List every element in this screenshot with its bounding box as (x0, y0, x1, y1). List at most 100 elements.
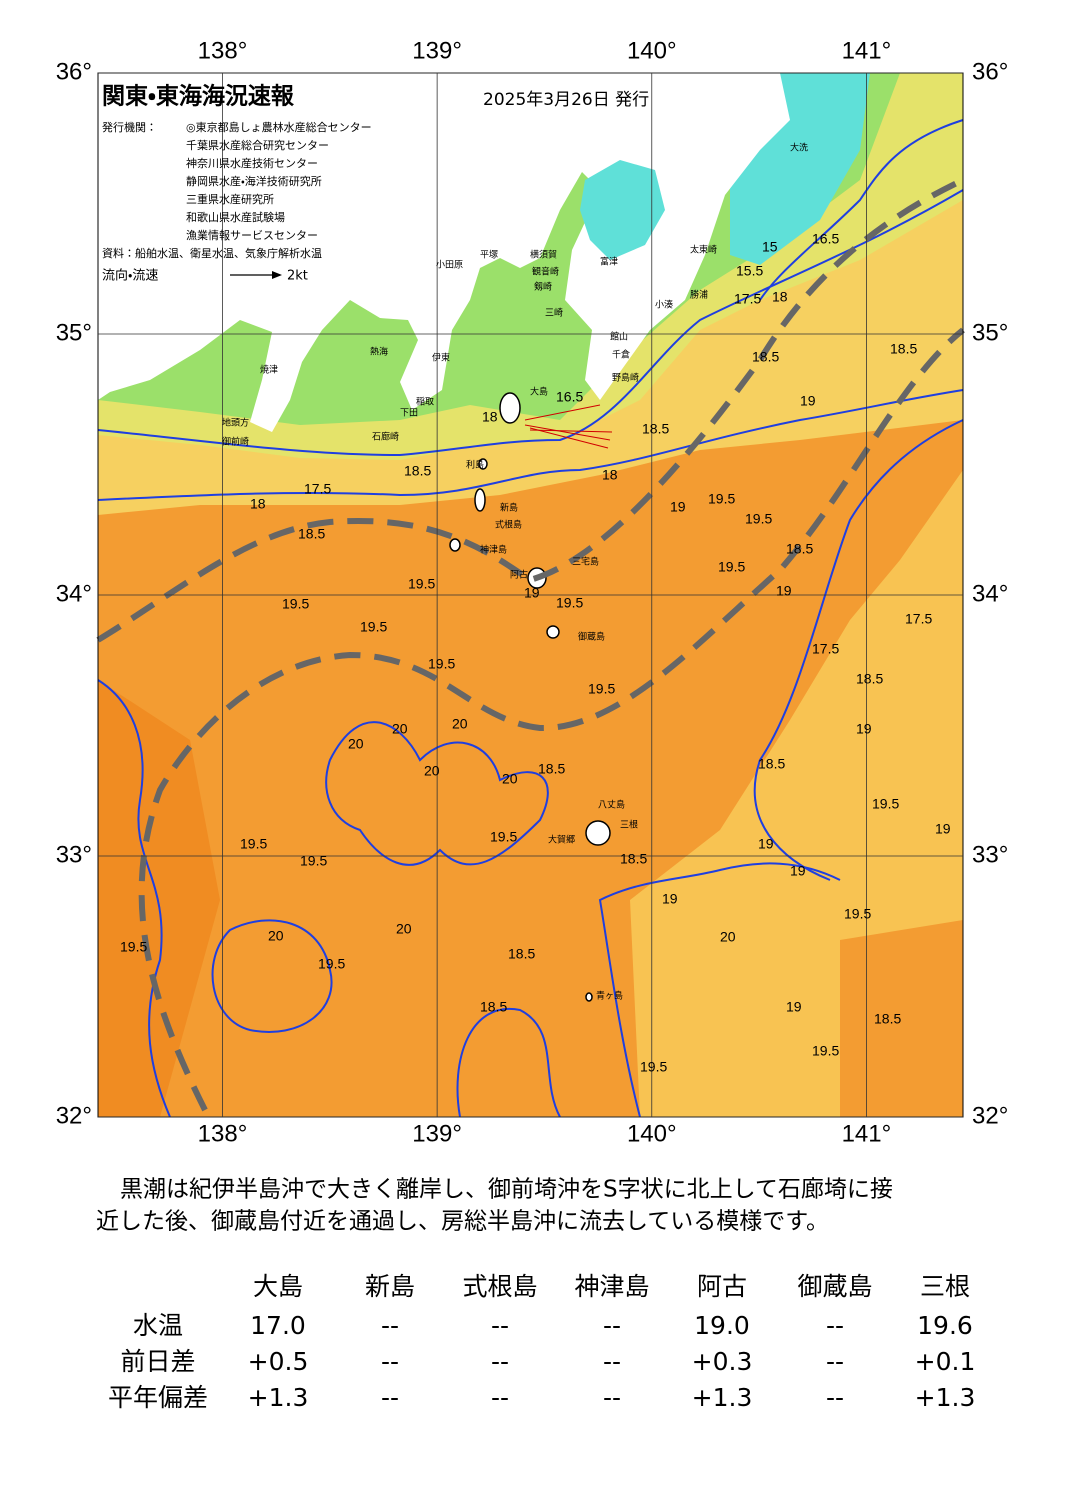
contour-label: 19.5 (318, 956, 345, 972)
contour-label: 20 (720, 929, 736, 945)
table-cell: -- (826, 1311, 844, 1340)
lat-label-left: 35° (56, 319, 92, 346)
flow-vector (529, 427, 609, 449)
lon-label-bottom: 138° (198, 1120, 248, 1147)
table-cell: -- (381, 1383, 399, 1412)
lon-label-bottom: 139° (412, 1120, 462, 1147)
table-cell: +1.3 (915, 1383, 976, 1412)
lat-label-left: 36° (56, 58, 92, 85)
contour-label: 18 (250, 496, 266, 512)
place-name: 八丈島 (598, 799, 625, 811)
contour-label: 19 (670, 499, 686, 515)
contour-label: 18.5 (508, 946, 535, 962)
place-name: 三根 (620, 819, 638, 831)
table-column-header: 大島 (253, 1272, 303, 1301)
flow-vector (524, 424, 611, 441)
contour-label: 18 (772, 289, 788, 305)
contour-label: 15 (762, 239, 778, 255)
contour-label: 18.5 (642, 421, 669, 437)
table-cell: -- (603, 1311, 621, 1340)
issuer: 静岡県水産・海洋技術研究所 (186, 174, 322, 188)
table-column-header: 御蔵島 (797, 1272, 872, 1301)
contour-label: 19.5 (745, 511, 772, 527)
isotherm (97, 389, 964, 501)
table-cell: 17.0 (250, 1311, 306, 1340)
lat-label-left: 33° (56, 841, 92, 868)
contour-label: 16.5 (812, 231, 839, 247)
flow-vectors (524, 404, 613, 449)
sea-mild (630, 470, 963, 1117)
contour-label: 19 (856, 721, 872, 737)
island (585, 820, 611, 846)
contour-label: 18.5 (786, 541, 813, 557)
table-column-header: 阿古 (697, 1272, 747, 1301)
issuer-label: 発行機関： (102, 120, 157, 134)
island (449, 538, 461, 552)
table-cell: -- (491, 1347, 509, 1376)
contour-label: 17.5 (905, 611, 932, 627)
place-name: 剱崎 (534, 281, 552, 293)
lat-label-left: 34° (56, 580, 92, 607)
flow-vector (529, 429, 613, 433)
place-name: 小湊 (655, 299, 673, 311)
place-name: 三宅島 (572, 556, 599, 568)
table-cell: +0.5 (248, 1347, 309, 1376)
isotherm (456, 1007, 561, 1118)
map: 16.5 18 15 15.5 16.5 17.5 18 18.5 18.5 18.5 19 18.5… (96, 72, 965, 1118)
contour-label: 19.5 (408, 576, 435, 592)
contour-label: 19 (776, 583, 792, 599)
flow-vector (524, 404, 601, 421)
contour-label: 18.5 (480, 999, 507, 1015)
contour-label: 19.5 (120, 939, 147, 955)
place-name: 阿古 (510, 569, 528, 581)
contour-labels: 16.5 18 15 15.5 16.5 17.5 18 18.5 18.5 18.5 19 18.5… (120, 231, 951, 1075)
lat-label-right: 33° (972, 841, 1008, 868)
place-name: 千倉 (612, 350, 630, 361)
place-name: 式根島 (495, 519, 522, 531)
contour-label: 20 (452, 716, 468, 732)
place-name: 富津 (600, 256, 618, 268)
bay (580, 160, 665, 260)
place-name: 三崎 (545, 307, 563, 319)
contour-label: 18.5 (758, 756, 785, 772)
table-cell: +1.3 (692, 1383, 753, 1412)
place-name: 御蔵島 (578, 631, 605, 643)
table-cell: -- (603, 1347, 621, 1376)
place-name: 太東崎 (690, 244, 717, 256)
table-cell: +0.1 (915, 1347, 976, 1376)
contour-label: 16.5 (556, 389, 583, 405)
place-name: 石廊崎 (372, 431, 399, 443)
isotherm (759, 119, 964, 301)
contour-label: 19.5 (556, 595, 583, 611)
table-cell: +1.3 (248, 1383, 309, 1412)
contour-label: 19.5 (240, 836, 267, 852)
lon-label-top: 141° (842, 37, 892, 64)
isotherm (211, 919, 333, 1033)
contour-label: 19 (524, 585, 540, 601)
issuer: 和歌山県水産試験場 (186, 210, 285, 224)
place-name: 館山 (610, 331, 628, 343)
place-name: 焼津 (260, 365, 278, 376)
table-row-label: 前日差 (120, 1347, 195, 1376)
contour-label: 18 (602, 467, 618, 483)
kuroshio-axis (96, 177, 965, 1112)
contour-label: 20 (396, 921, 412, 937)
contour-label: 17.5 (734, 291, 761, 307)
table-cell: -- (603, 1383, 621, 1412)
commentary-line: 黒潮は紀伊半島沖で大きく離岸し、御前埼沖をS字状に北上して石廊埼に接 (120, 1177, 893, 1203)
table-cell: -- (826, 1383, 844, 1412)
contour-label: 18.5 (538, 761, 565, 777)
lon-label-top: 138° (198, 37, 248, 64)
place-name: 小田原 (436, 260, 463, 271)
table-column-header: 新島 (365, 1272, 415, 1301)
contour-label: 18 (482, 409, 498, 425)
contour-label: 19.5 (872, 796, 899, 812)
isotherm (325, 721, 549, 866)
table-row-label: 平年偏差 (108, 1383, 208, 1412)
isotherm (598, 862, 841, 1118)
table-cell: -- (491, 1383, 509, 1412)
contour-label: 19 (800, 393, 816, 409)
table-column-header: 式根島 (462, 1272, 537, 1301)
